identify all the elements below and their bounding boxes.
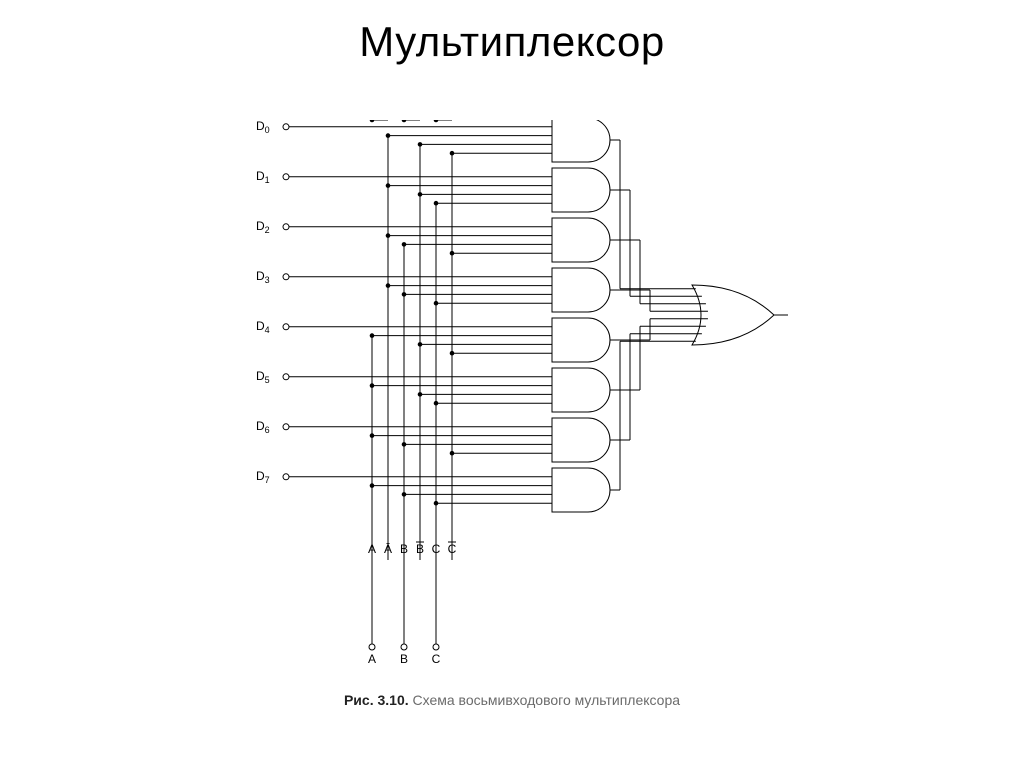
- svg-text:C: C: [432, 652, 441, 666]
- svg-text:D3: D3: [256, 269, 270, 285]
- svg-text:D1: D1: [256, 169, 270, 185]
- svg-text:A: A: [368, 652, 376, 666]
- figure-number: Рис. 3.10.: [344, 692, 409, 708]
- page-title: Мультиплексор: [0, 18, 1024, 66]
- circuit-diagram: D0D1D2D3D4D5D6D7AĀBBCCABCF: [252, 120, 792, 680]
- svg-text:D2: D2: [256, 219, 270, 235]
- svg-text:D0: D0: [256, 120, 270, 135]
- figure-caption: Рис. 3.10. Схема восьмивходового мультип…: [0, 692, 1024, 708]
- svg-text:D6: D6: [256, 419, 270, 435]
- svg-text:D7: D7: [256, 469, 270, 485]
- svg-text:B: B: [400, 652, 408, 666]
- figure-caption-text: Схема восьмивходового мультиплексора: [409, 692, 680, 708]
- svg-text:D5: D5: [256, 369, 270, 385]
- svg-text:D4: D4: [256, 319, 270, 335]
